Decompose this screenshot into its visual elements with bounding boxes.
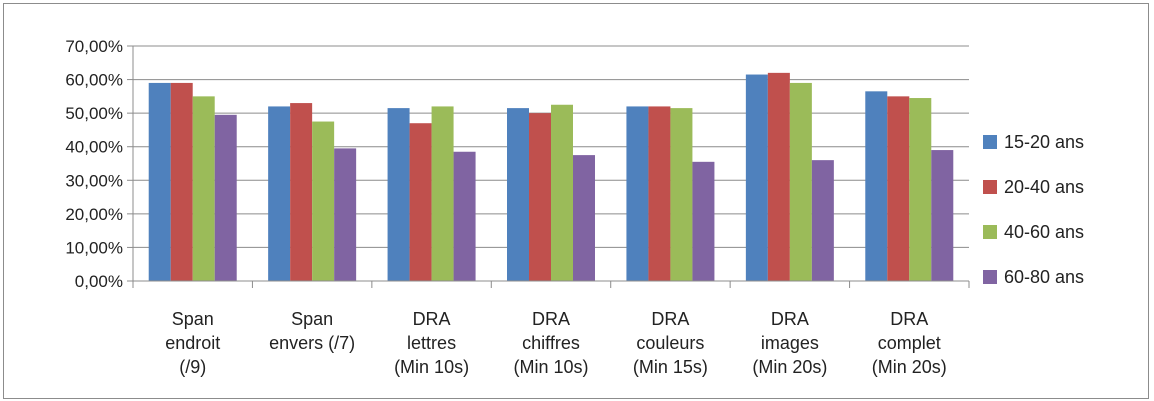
bar bbox=[453, 151, 476, 281]
legend-label: 60-80 ans bbox=[1004, 267, 1084, 287]
bar bbox=[214, 114, 237, 281]
x-tick-label: DRA chiffres (Min 10s) bbox=[513, 309, 588, 377]
legend-item: 60-80 ans bbox=[983, 267, 1084, 287]
bar bbox=[170, 82, 193, 281]
bar bbox=[312, 121, 335, 282]
legend-item: 20-40 ans bbox=[983, 177, 1084, 197]
x-tick-label: DRA images (Min 20s) bbox=[752, 309, 827, 377]
y-tick-label: 30,00% bbox=[65, 171, 123, 190]
bar bbox=[648, 106, 671, 281]
bar bbox=[192, 96, 215, 281]
y-tick-label: 10,00% bbox=[65, 238, 123, 257]
legend: 15-20 ans 20-40 ans 40-60 ans 60-80 ans bbox=[983, 132, 1084, 287]
legend-item: 15-20 ans bbox=[983, 132, 1084, 152]
legend-label: 15-20 ans bbox=[1004, 132, 1084, 152]
legend-label: 40-60 ans bbox=[1004, 222, 1084, 242]
y-tick-label: 0,00% bbox=[75, 272, 123, 291]
x-tick-label: Span endroit (/9) bbox=[165, 309, 220, 377]
y-tick-label: 50,00% bbox=[65, 104, 123, 123]
x-axis: Span endroit (/9) Span envers (/7) DRA lettres… bbox=[132, 280, 970, 377]
bar bbox=[290, 103, 313, 281]
bar bbox=[909, 98, 932, 282]
bar bbox=[551, 104, 573, 281]
bar bbox=[887, 96, 910, 281]
bar bbox=[692, 161, 715, 281]
y-tick-label: 20,00% bbox=[65, 205, 123, 224]
bar bbox=[409, 123, 432, 281]
bar bbox=[431, 106, 454, 281]
bar bbox=[529, 113, 551, 282]
bar bbox=[268, 106, 291, 281]
bars bbox=[148, 72, 954, 282]
legend-swatch bbox=[983, 225, 997, 239]
legend-swatch bbox=[983, 135, 997, 149]
bar bbox=[745, 74, 768, 282]
legend-swatch bbox=[983, 270, 997, 284]
bar bbox=[148, 82, 171, 281]
legend-item: 40-60 ans bbox=[983, 222, 1084, 242]
bar bbox=[767, 72, 790, 281]
x-tick-label: Span envers (/7) bbox=[269, 309, 355, 353]
bar bbox=[507, 108, 529, 281]
x-tick-label: DRA lettres (Min 10s) bbox=[394, 309, 469, 377]
x-tick-label: DRA complet (Min 20s) bbox=[872, 309, 947, 377]
bar bbox=[811, 160, 834, 281]
bar bbox=[931, 150, 954, 281]
y-axis: 0,00% 10,00% 20,00% 30,00% 40,00% 50,00% 60,00… bbox=[65, 37, 134, 291]
bar bbox=[626, 106, 649, 281]
y-tick-label: 40,00% bbox=[65, 138, 123, 157]
legend-swatch bbox=[983, 180, 997, 194]
legend-label: 20-40 ans bbox=[1004, 177, 1084, 197]
bar bbox=[387, 108, 410, 281]
y-tick-label: 70,00% bbox=[65, 37, 123, 56]
bar bbox=[334, 148, 357, 281]
bar bbox=[573, 155, 595, 281]
bar bbox=[670, 108, 693, 281]
y-tick-label: 60,00% bbox=[65, 71, 123, 90]
bar bbox=[789, 82, 812, 281]
x-tick-label: DRA couleurs (Min 15s) bbox=[633, 309, 708, 377]
bar bbox=[865, 91, 888, 281]
